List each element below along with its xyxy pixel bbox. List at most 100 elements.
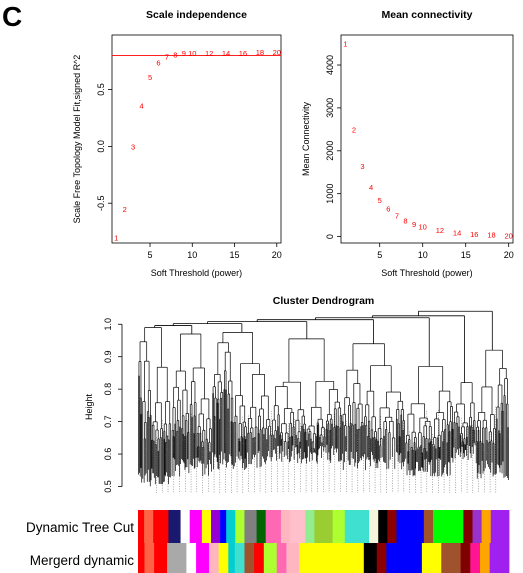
module-color-segment <box>168 510 181 543</box>
module-color-segment <box>460 543 471 573</box>
data-point-label: 5 <box>148 73 152 82</box>
module-color-segment <box>387 510 397 543</box>
plot-frame <box>340 34 514 244</box>
data-point-label: 9 <box>182 49 186 58</box>
module-color-segment <box>280 510 291 543</box>
y-tick-label: 0.7 <box>103 415 113 428</box>
module-color-segment <box>470 543 481 573</box>
module-color-segment <box>305 510 315 543</box>
module-color-segment <box>479 543 491 573</box>
module-color-segment <box>144 543 155 573</box>
data-point-label: 3 <box>131 142 135 151</box>
module-color-segment <box>244 543 255 573</box>
module-color-segment <box>196 543 210 573</box>
module-color-segment <box>186 543 197 573</box>
data-point-label: 9 <box>412 220 416 229</box>
module-color-segment <box>299 543 365 573</box>
data-point-label: 20 <box>505 231 513 240</box>
data-point-label: 8 <box>403 217 407 226</box>
module-color-segment <box>432 510 464 543</box>
module-color-segment <box>234 543 245 573</box>
x-tick-label: 10 <box>418 250 428 260</box>
module-color-segment <box>254 543 265 573</box>
data-point-label: 2 <box>123 205 127 214</box>
y-tick-label: 3000 <box>325 98 335 118</box>
module-color-segment <box>226 510 236 543</box>
module-color-segment <box>344 510 370 543</box>
mean-connectivity-plot: Mean connectivity Soft Threshold (power) M… <box>301 9 514 278</box>
module-color-segment <box>363 543 378 573</box>
data-point-label: 16 <box>239 49 247 58</box>
module-color-segment <box>441 543 462 573</box>
plot-frame <box>111 34 282 244</box>
module-color-segment <box>228 543 236 573</box>
module-color-segment <box>256 510 267 543</box>
chart-title: Cluster Dendrogram <box>273 295 375 307</box>
color-row-label: Mergerd dynamic <box>30 553 135 568</box>
module-color-segment <box>423 510 434 543</box>
module-color-segment <box>463 510 473 543</box>
module-color-segment <box>153 510 169 543</box>
data-point-label: 5 <box>378 196 382 205</box>
cluster-dendrogram-plot: Cluster Dendrogram Height 0.5 0.6 0.7 0.8 0.9 1… <box>26 295 510 573</box>
chart-title: Scale independence <box>146 9 247 21</box>
data-point-label: 4 <box>139 101 143 110</box>
module-color-segment <box>208 543 220 573</box>
module-color-segment <box>386 543 423 573</box>
x-tick-label: 5 <box>377 250 382 260</box>
module-color-segment <box>286 543 300 573</box>
y-tick-label: 0.5 <box>96 83 106 96</box>
data-point-label: 12 <box>205 49 213 58</box>
data-point-label: 4 <box>369 183 373 192</box>
x-tick-label: 10 <box>187 250 197 260</box>
module-color-segment <box>396 510 425 543</box>
module-color-segment <box>314 510 334 543</box>
module-color-segment <box>332 510 346 543</box>
data-point-label: 8 <box>173 50 177 59</box>
module-color-segment <box>276 543 287 573</box>
module-color-segment <box>189 510 203 543</box>
data-point-label: 12 <box>436 226 444 235</box>
x-axis-label: Soft Threshold (power) <box>381 268 472 278</box>
data-point-label: 18 <box>256 48 264 57</box>
y-tick-label: 4000 <box>325 55 335 75</box>
module-color-segment <box>218 543 229 573</box>
data-point-label: 10 <box>419 223 427 232</box>
module-color-segment <box>144 510 154 543</box>
data-point-label: 18 <box>487 231 495 240</box>
y-tick-label: -0.5 <box>96 195 106 211</box>
data-point-label: 7 <box>395 212 399 221</box>
module-color-segment <box>481 510 492 543</box>
module-color-segment <box>180 510 191 543</box>
y-tick-label: 0.5 <box>103 480 113 493</box>
y-axis-label: Mean Connectivity <box>301 101 311 176</box>
data-point-label: 6 <box>386 205 390 214</box>
module-color-segment <box>201 510 212 543</box>
x-tick-label: 15 <box>461 250 471 260</box>
data-point-label: 16 <box>470 230 478 239</box>
module-color-segment <box>421 543 442 573</box>
data-point-label: 1 <box>343 40 347 49</box>
module-color-segment <box>265 510 282 543</box>
scale-independence-plot: Scale independence Soft Threshold (power)… <box>72 9 282 278</box>
module-color-segment <box>369 510 379 543</box>
x-tick-label: 20 <box>504 250 514 260</box>
y-tick-label: 0.9 <box>103 350 113 363</box>
module-color-segment <box>210 510 221 543</box>
x-axis-label: Soft Threshold (power) <box>151 268 242 278</box>
x-tick-label: 20 <box>272 250 282 260</box>
module-color-segment <box>263 543 278 573</box>
data-point-label: 10 <box>188 49 196 58</box>
x-tick-label: 15 <box>230 250 240 260</box>
data-point-label: 20 <box>273 48 281 57</box>
module-color-segment <box>220 510 227 543</box>
x-tick-label: 5 <box>148 250 153 260</box>
module-color-segment <box>235 510 245 543</box>
data-point-label: 7 <box>165 53 169 62</box>
y-axis-label: Scale Free Topology Model Fit,signed R^2 <box>72 55 82 224</box>
module-color-segment <box>154 543 168 573</box>
data-point-label: 6 <box>156 58 160 67</box>
chart-title: Mean connectivity <box>381 9 472 21</box>
y-tick-label: 0 <box>325 234 335 239</box>
